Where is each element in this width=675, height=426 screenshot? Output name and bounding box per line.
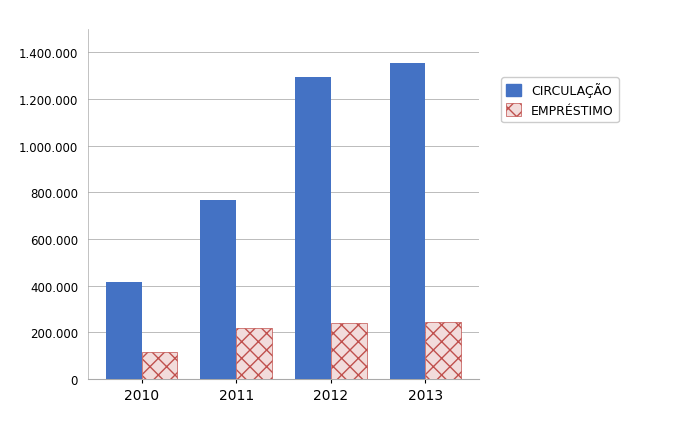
Bar	[142, 352, 178, 379]
Bar	[200, 201, 236, 379]
Bar	[389, 63, 425, 379]
Legend: CIRCULAÇÃO, EMPRÉSTIMO: CIRCULAÇÃO, EMPRÉSTIMO	[501, 78, 619, 123]
Bar	[105, 282, 142, 379]
Bar	[295, 78, 331, 379]
Bar	[425, 322, 462, 379]
Bar	[331, 323, 367, 379]
Bar	[236, 328, 272, 379]
